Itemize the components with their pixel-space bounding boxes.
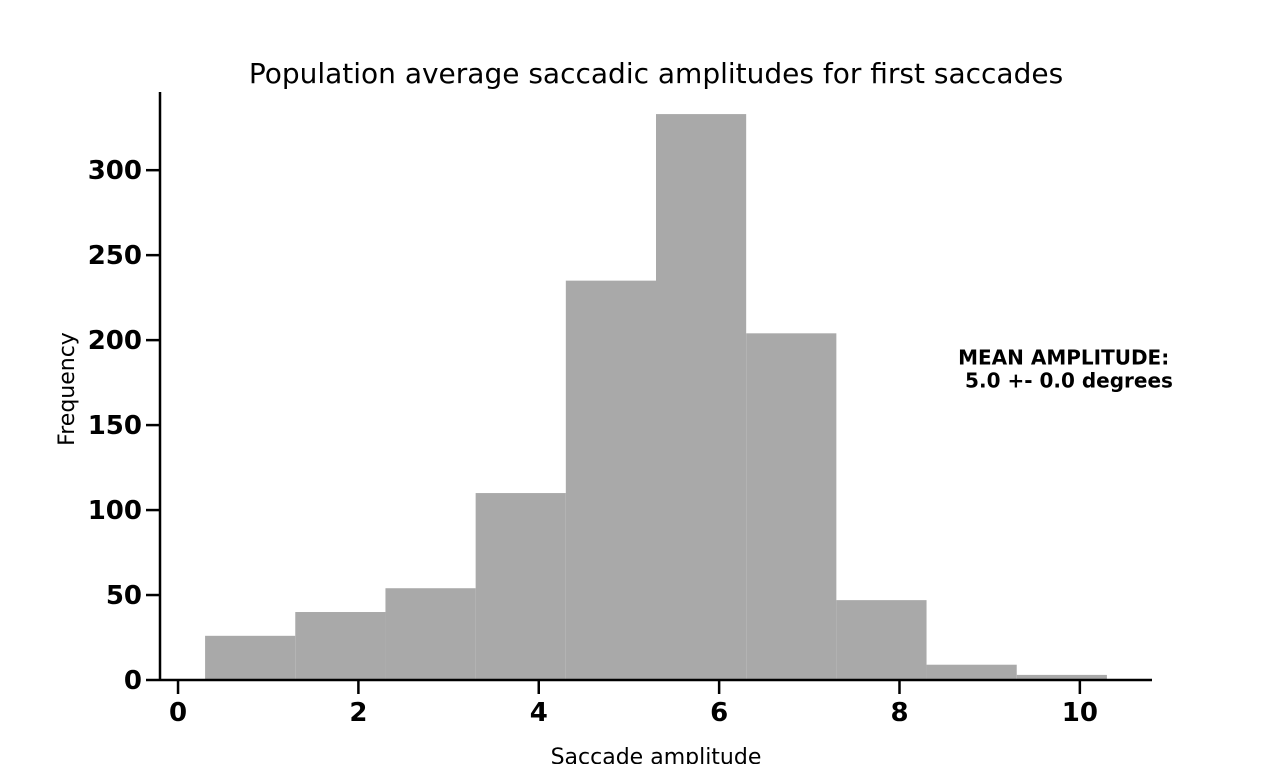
- histogram-bar-7: [746, 333, 837, 680]
- mean-amplitude-annotation-line2: 5.0 +- 0.0 degrees: [958, 369, 1173, 393]
- y-tick-label: 50: [106, 581, 142, 611]
- x-tick-label: 0: [169, 698, 187, 728]
- x-axis-label: Saccade amplitude: [551, 745, 762, 764]
- mean-amplitude-annotation-line1: MEAN AMPLITUDE:: [958, 346, 1169, 370]
- x-tick-label: 2: [349, 698, 367, 728]
- histogram-bar-10: [1016, 674, 1107, 680]
- histogram-bar-3: [385, 588, 476, 680]
- histogram-bar-4: [475, 493, 566, 680]
- y-tick-label: 200: [88, 326, 142, 356]
- y-axis-label: Frequency: [55, 332, 80, 446]
- y-tick-label: 150: [88, 411, 142, 441]
- bars-group: [205, 114, 1107, 681]
- x-tick-label: 10: [1062, 698, 1098, 728]
- histogram-bar-9: [926, 664, 1017, 680]
- histogram-bar-6: [656, 114, 747, 681]
- y-tick-label: 100: [88, 496, 142, 526]
- x-tick-label: 6: [710, 698, 728, 728]
- y-tick-label: 300: [88, 156, 142, 186]
- x-axis-ticks: 0 2 4 6 8 10: [169, 680, 1098, 728]
- histogram-bar-1: [205, 635, 296, 680]
- histogram-bar-8: [836, 600, 927, 680]
- histogram-bar-2: [295, 612, 386, 680]
- x-tick-label: 8: [890, 698, 908, 728]
- x-tick-label: 4: [530, 698, 548, 728]
- y-tick-label: 250: [88, 241, 142, 271]
- chart-title: Population average saccadic amplitudes f…: [249, 57, 1063, 90]
- y-tick-label: 0: [124, 666, 142, 696]
- y-axis-ticks: 0 50 100 150 200 250 300: [88, 156, 160, 696]
- histogram-bar-5: [565, 280, 656, 680]
